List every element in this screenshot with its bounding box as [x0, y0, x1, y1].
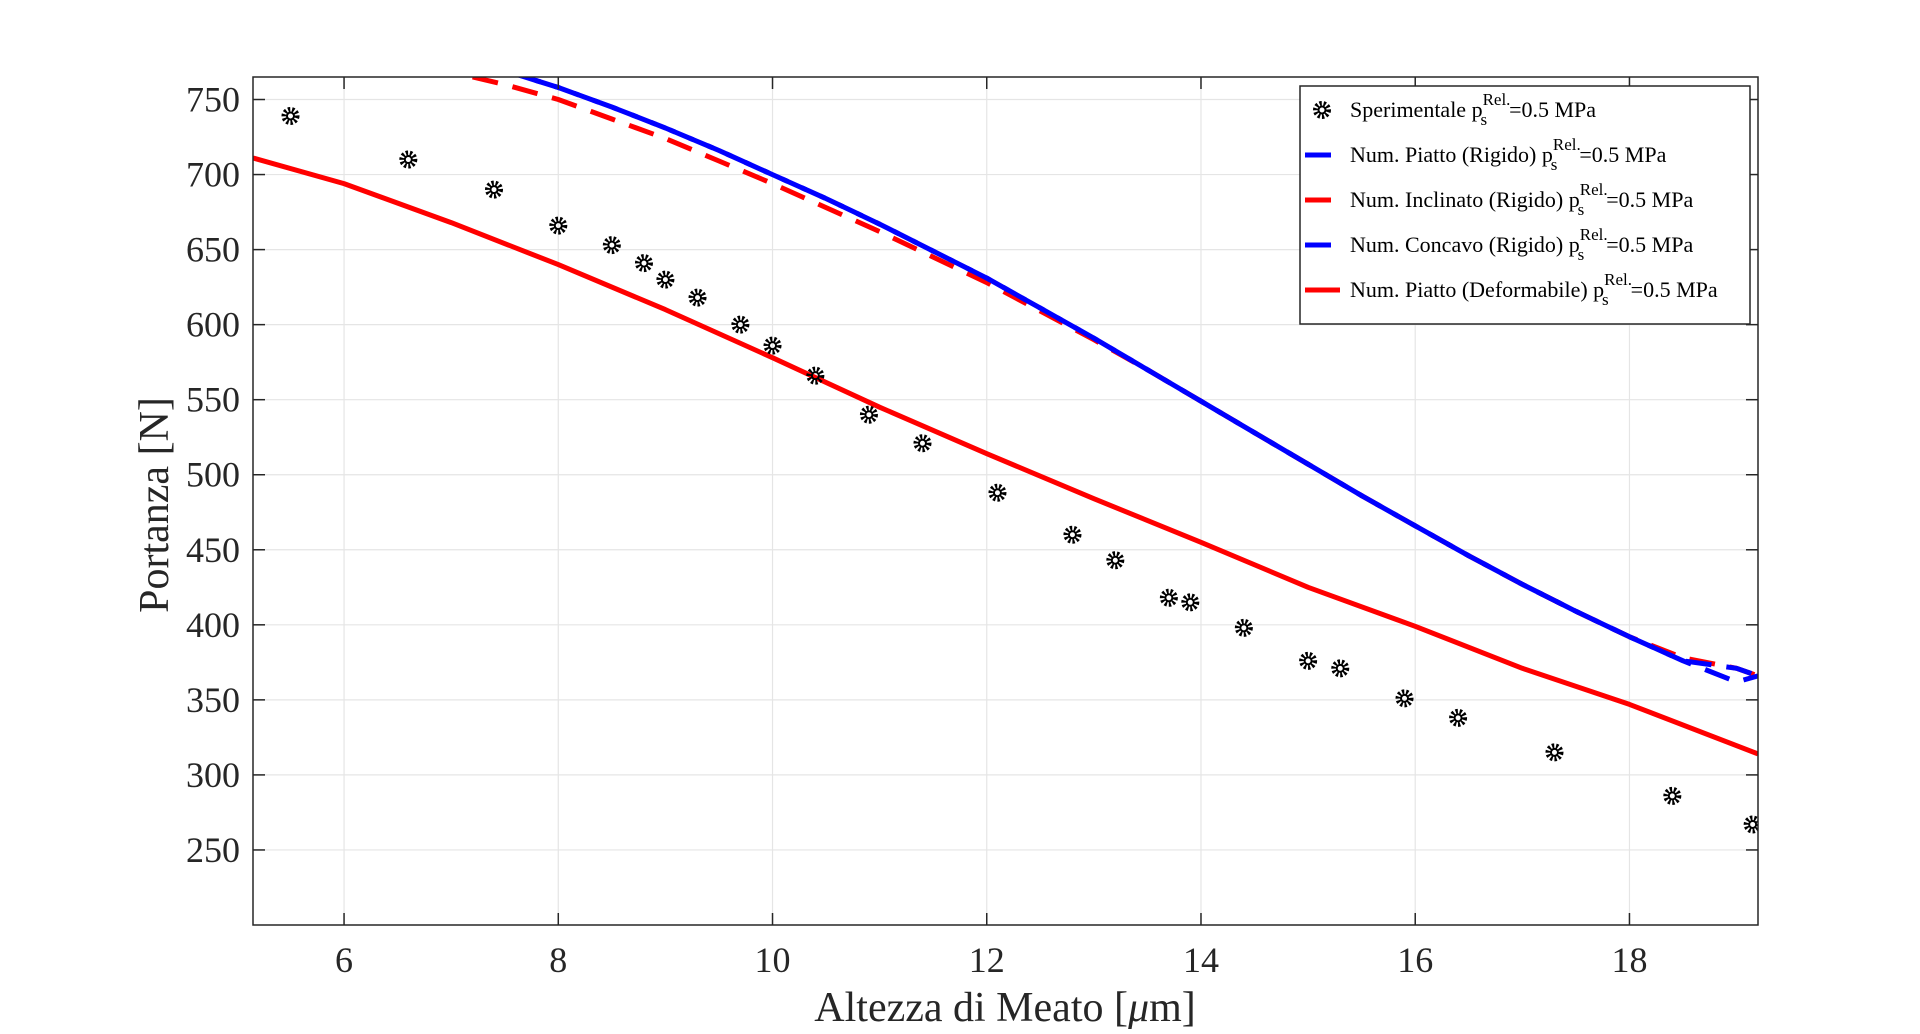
data-point-core [1303, 656, 1313, 666]
legend-box [1299, 85, 1751, 325]
y-axis-title: Portanza [N] [132, 397, 178, 613]
data-point-core [1335, 663, 1345, 673]
legend-marker-core [1317, 105, 1327, 115]
y-tick-label: 600 [186, 305, 240, 345]
data-point-core [607, 240, 617, 250]
x-tick-label: 16 [1397, 940, 1433, 980]
data-point-core [1748, 819, 1758, 829]
legend-label-num-piatto-rigido: Num. Piatto (Rigido) pRel. s =0.5 MPa [1350, 135, 1667, 174]
data-point-sperimentale [1159, 588, 1178, 607]
ticks: 6 8 10 12 14 16 18 250 300 350 400 450 500 550 600 650 7… [186, 77, 1758, 980]
data-point-sperimentale [399, 150, 418, 169]
data-point-core [1549, 747, 1559, 757]
data-point-sperimentale [1545, 743, 1564, 762]
data-point-sperimentale [763, 336, 782, 355]
x-tick-label: 6 [335, 940, 353, 980]
y-tick-label: 250 [186, 830, 240, 870]
data-point-core [693, 293, 703, 303]
series-line-num-piatto-deformabile [253, 155, 1758, 757]
legend: Sperimentale pRel. s =0.5 MPa Num. Piatto (… [1299, 85, 1751, 325]
data-point-sperimentale [602, 236, 621, 255]
data-point-sperimentale [1331, 659, 1350, 678]
legend-label-num-piatto-deformabile: Num. Piatto (Deformabile) pRel. s =0.5 MPa [1350, 270, 1718, 309]
data-point-sperimentale [281, 107, 300, 126]
y-tick-label: 300 [186, 755, 240, 795]
data-point-core [864, 410, 874, 420]
data-point-sperimentale [806, 366, 825, 385]
data-point-core [735, 320, 745, 330]
y-tick-label: 700 [186, 155, 240, 195]
data-point-core [639, 258, 649, 268]
data-point-core [1185, 597, 1195, 607]
data-point-sperimentale [1106, 551, 1125, 570]
data-point-core [1067, 530, 1077, 540]
data-point-core [553, 221, 563, 231]
data-point-sperimentale [656, 270, 675, 289]
y-tick-label: 450 [186, 530, 240, 570]
data-point-sperimentale [549, 216, 568, 235]
data-point-core [1164, 593, 1174, 603]
data-point-sperimentale [1663, 786, 1682, 805]
series-layer [253, 77, 1758, 834]
data-point-sperimentale [913, 434, 932, 453]
x-tick-label: 14 [1183, 940, 1219, 980]
data-point-sperimentale [1395, 689, 1414, 708]
data-point-sperimentale [1181, 593, 1200, 612]
x-tick-label: 12 [969, 940, 1005, 980]
data-point-core [1239, 623, 1249, 633]
data-point-core [1400, 693, 1410, 703]
y-tick-label: 400 [186, 605, 240, 645]
data-point-sperimentale [731, 315, 750, 334]
data-point-core [1110, 555, 1120, 565]
data-point-core [660, 275, 670, 285]
data-point-core [1667, 791, 1677, 801]
x-axis-title: Altezza di Meato [μm] [814, 985, 1195, 1029]
data-point-core [768, 341, 778, 351]
data-point-core [1453, 713, 1463, 723]
legend-label-num-inclinato-rigido: Num. Inclinato (Rigido) pRel. s =0.5 MPa [1350, 180, 1693, 219]
data-point-sperimentale [688, 288, 707, 307]
data-point-sperimentale [634, 254, 653, 273]
legend-label-num-concavo-rigido: Num. Concavo (Rigido) pRel. s =0.5 MPa [1350, 225, 1693, 264]
data-point-sperimentale [1299, 651, 1318, 670]
y-tick-label: 350 [186, 680, 240, 720]
data-point-core [917, 438, 927, 448]
legend-marker-sperimentale [1313, 101, 1331, 119]
data-point-core [489, 185, 499, 195]
data-point-sperimentale [859, 405, 878, 424]
data-point-sperimentale [1743, 815, 1758, 834]
data-point-sperimentale [1234, 618, 1253, 637]
legend-label-sperimentale: Sperimentale pRel. s =0.5 MPa [1350, 90, 1596, 129]
x-tick-label: 18 [1611, 940, 1647, 980]
data-point-sperimentale [1063, 525, 1082, 544]
data-point-sperimentale [988, 483, 1007, 502]
data-point-sperimentale [485, 180, 504, 199]
y-tick-label: 650 [186, 230, 240, 270]
data-point-core [403, 155, 413, 165]
data-point-sperimentale [1449, 708, 1468, 727]
y-tick-label: 500 [186, 455, 240, 495]
x-axis-title-mu: μ [1127, 985, 1149, 1029]
data-point-core [992, 488, 1002, 498]
x-tick-label: 10 [755, 940, 791, 980]
data-point-core [285, 111, 295, 121]
y-tick-label: 750 [186, 80, 240, 120]
series-line-num-concavo-rigido [516, 77, 1758, 679]
y-tick-label: 550 [186, 380, 240, 420]
x-tick-label: 8 [549, 940, 567, 980]
axes-box [252, 76, 1759, 926]
data-point-core [810, 371, 820, 381]
